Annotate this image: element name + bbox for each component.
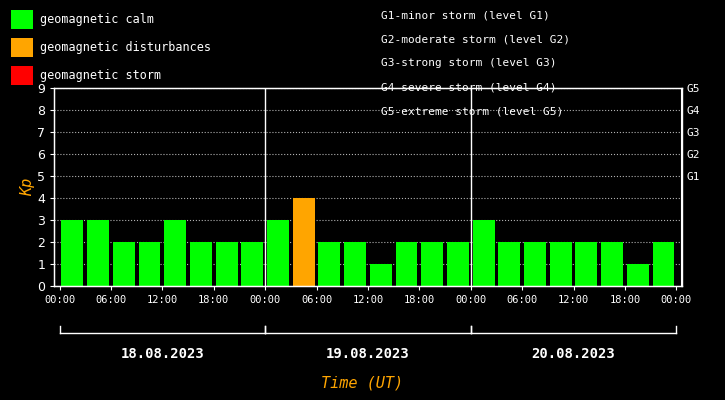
Bar	[396, 242, 418, 286]
Bar	[421, 242, 443, 286]
Text: G1-minor storm (level G1): G1-minor storm (level G1)	[381, 10, 550, 20]
Bar	[241, 242, 263, 286]
Bar	[190, 242, 212, 286]
Bar	[344, 242, 366, 286]
Bar	[601, 242, 623, 286]
Bar	[550, 242, 571, 286]
Text: 19.08.2023: 19.08.2023	[326, 347, 410, 361]
Bar	[87, 220, 109, 286]
Bar	[652, 242, 674, 286]
Bar	[473, 220, 494, 286]
Text: Time (UT): Time (UT)	[321, 375, 404, 390]
Y-axis label: Kp: Kp	[20, 178, 35, 196]
Bar	[267, 220, 289, 286]
Text: G2-moderate storm (level G2): G2-moderate storm (level G2)	[381, 34, 570, 44]
Text: G4-severe storm (level G4): G4-severe storm (level G4)	[381, 82, 556, 92]
Bar	[113, 242, 135, 286]
Bar	[524, 242, 546, 286]
Text: G3-strong storm (level G3): G3-strong storm (level G3)	[381, 58, 556, 68]
Text: geomagnetic calm: geomagnetic calm	[40, 13, 154, 26]
Text: geomagnetic storm: geomagnetic storm	[40, 69, 161, 82]
Bar	[318, 242, 340, 286]
Text: 20.08.2023: 20.08.2023	[531, 347, 616, 361]
Bar	[62, 220, 83, 286]
Bar	[576, 242, 597, 286]
Bar	[138, 242, 160, 286]
Text: G5-extreme storm (level G5): G5-extreme storm (level G5)	[381, 106, 563, 116]
Text: 18.08.2023: 18.08.2023	[120, 347, 204, 361]
Text: geomagnetic disturbances: geomagnetic disturbances	[40, 41, 211, 54]
Bar	[293, 198, 315, 286]
Bar	[215, 242, 238, 286]
Bar	[370, 264, 392, 286]
Bar	[498, 242, 521, 286]
Bar	[447, 242, 469, 286]
Bar	[627, 264, 649, 286]
Bar	[165, 220, 186, 286]
